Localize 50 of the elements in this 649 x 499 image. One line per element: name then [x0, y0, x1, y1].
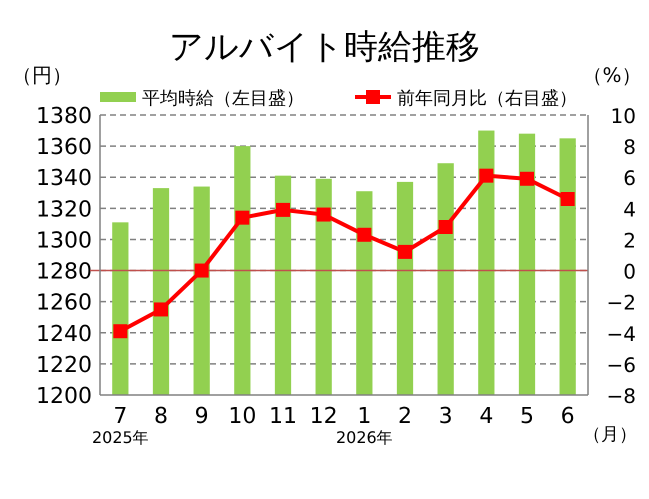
y2-tick-label: 0 [623, 260, 636, 284]
y2-tick-label: 2 [623, 228, 636, 252]
y2-tick-label: 10 [610, 104, 636, 128]
x-tick-label: 10 [228, 404, 256, 429]
point [520, 172, 534, 186]
x-tick-label: 12 [310, 404, 338, 429]
point [276, 202, 290, 217]
point [113, 324, 128, 338]
x-axis-title: （月） [583, 424, 637, 445]
chart-title: アルバイト時給推移 [169, 27, 480, 67]
point [357, 228, 372, 242]
y2-axis-title: （%） [582, 63, 642, 87]
y2-tick-label: −8 [606, 384, 636, 408]
y2-tick-label: 6 [623, 166, 636, 190]
y-axis-title: （円） [12, 63, 72, 87]
point [479, 168, 494, 183]
x-tick-label: 9 [194, 404, 209, 429]
y2-tick-label: −2 [606, 290, 636, 315]
y-tick-label: 1240 [36, 322, 92, 347]
legend-label: 平均時給（左目盛） [142, 88, 304, 109]
point [194, 264, 209, 278]
x-tick-label: 8 [154, 404, 168, 429]
y-tick-label: 1200 [36, 384, 92, 409]
x-tick-label: 5 [520, 404, 534, 429]
point [235, 210, 250, 225]
point [560, 192, 575, 206]
y-tick-label: 1280 [36, 260, 92, 285]
y-tick-label: 1320 [36, 197, 92, 222]
y-tick-label: 1360 [36, 135, 92, 160]
x-tick-label: 2 [398, 404, 412, 429]
point [154, 302, 168, 316]
y-tick-label: 1380 [36, 104, 92, 129]
y-tick-label: 1340 [36, 166, 92, 192]
x-tick-label: 7 2025年 [92, 404, 149, 447]
y-tick-label: 1260 [36, 290, 92, 316]
x-tick-label: 4 [479, 404, 494, 429]
x-tick-label: 6 [560, 404, 575, 429]
y2-tick-label: −4 [606, 322, 636, 346]
point [398, 244, 412, 259]
x-tick-label: 11 [269, 404, 297, 429]
y-tick-label: 1300 [36, 228, 92, 254]
y2-tick-label: 4 [623, 197, 636, 222]
y2-tick-label: 8 [623, 135, 636, 160]
x-tick-label: 3 [438, 404, 453, 429]
y2-tick-label: −6 [606, 352, 636, 377]
point [316, 208, 331, 222]
legend-label: 前年同月比（右目盛） [397, 88, 577, 109]
y-tick-label: 1220 [36, 352, 92, 378]
x-tick-label: 1 2026年 [336, 404, 393, 447]
point [438, 220, 453, 234]
